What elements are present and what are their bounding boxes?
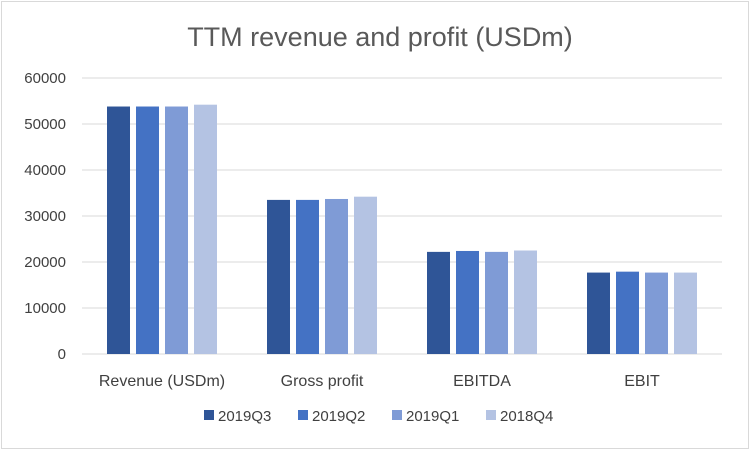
legend-label: 2018Q4: [500, 408, 553, 425]
legend-swatch: [298, 410, 308, 420]
legend-label: 2019Q1: [406, 408, 459, 425]
y-tick-label: 30000: [24, 208, 66, 225]
legend: 2019Q3 2019Q2 2019Q1 2018Q4: [204, 408, 553, 425]
x-category-label: EBITDA: [453, 373, 511, 390]
chart-title: TTM revenue and profit (USDm): [187, 22, 573, 52]
bar-2018Q4-0: [194, 104, 217, 355]
y-tick-label: 0: [58, 346, 66, 363]
bar-2019Q1-1: [325, 198, 348, 354]
gridlines: [82, 77, 722, 355]
y-tick-label: 60000: [24, 70, 66, 87]
bar-2019Q3-2: [427, 251, 450, 354]
bar-2019Q3-0: [107, 106, 130, 355]
legend-label: 2019Q2: [312, 408, 365, 425]
y-tick-label: 40000: [24, 162, 66, 179]
bar-2019Q1-0: [165, 106, 188, 355]
bar-2018Q4-1: [354, 196, 377, 354]
bar-2019Q1-2: [485, 251, 508, 354]
bar-2019Q1-3: [645, 272, 668, 354]
x-category-label: EBIT: [624, 373, 660, 390]
y-tick-label: 50000: [24, 116, 66, 133]
legend-swatch: [204, 410, 214, 420]
bar-2019Q2-3: [616, 271, 639, 354]
y-axis-ticks: 0 10000 20000 30000 40000 50000 60000: [24, 70, 66, 363]
legend-swatch: [392, 410, 402, 420]
bar-2018Q4-3: [674, 272, 697, 354]
bar-2019Q2-0: [136, 106, 159, 355]
bar-2019Q2-2: [456, 250, 479, 354]
bar-2019Q2-1: [296, 199, 319, 354]
x-category-label: Revenue (USDm): [99, 373, 225, 390]
legend-swatch: [486, 410, 496, 420]
bar-2019Q3-1: [267, 199, 290, 354]
bar-2018Q4-2: [514, 250, 537, 354]
bars: [107, 104, 697, 355]
legend-label: 2019Q3: [218, 408, 271, 425]
y-tick-label: 20000: [24, 254, 66, 271]
x-axis: Revenue (USDm) Gross profit EBITDA EBIT: [99, 373, 660, 390]
bar-2019Q3-3: [587, 272, 610, 354]
x-category-label: Gross profit: [281, 373, 364, 390]
y-tick-label: 10000: [24, 300, 66, 317]
